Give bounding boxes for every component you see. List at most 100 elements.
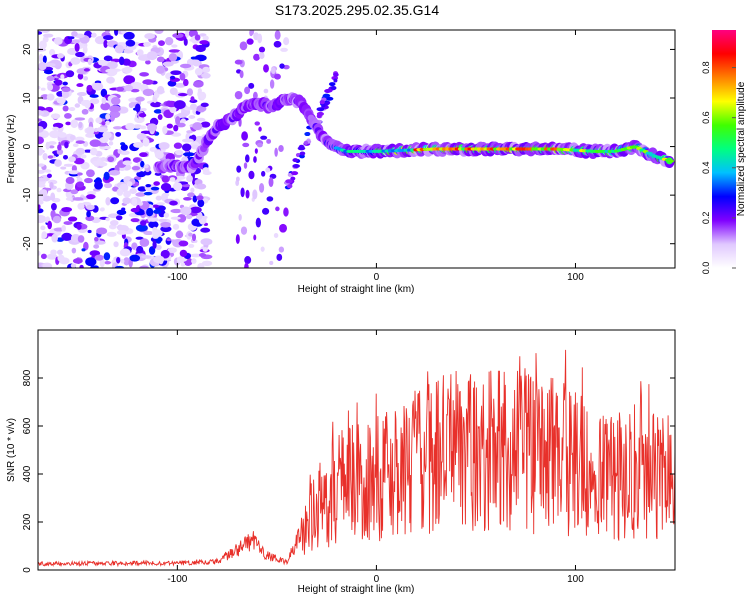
- noise-blob: [276, 253, 283, 261]
- noise-blob: [102, 131, 112, 139]
- noise-blob: [132, 157, 141, 163]
- noise-blob: [86, 169, 95, 178]
- noise-blob: [190, 187, 195, 193]
- noise-blob: [195, 44, 206, 53]
- noise-blob: [134, 103, 141, 113]
- noise-blob: [77, 172, 83, 176]
- noise-blob: [189, 206, 202, 214]
- noise-blob: [54, 79, 63, 86]
- snr-ytick-label: 200: [22, 513, 33, 530]
- noise-blob: [269, 79, 275, 89]
- noise-blob: [139, 72, 150, 77]
- noise-blob: [244, 262, 249, 268]
- colorbar: 0.0 0.2 0.4 0.6 0.8 Normalized spectral ampl…: [701, 30, 747, 274]
- noise-blob: [258, 46, 266, 53]
- noise-blob: [157, 114, 163, 120]
- noise-blob: [89, 139, 101, 147]
- noise-blob: [147, 123, 158, 132]
- spectrogram-xlabel: Height of straight line (km): [298, 284, 415, 295]
- noise-blob: [155, 195, 162, 201]
- colorbar-tick-label: 0.0: [701, 262, 711, 275]
- noise-blob: [191, 258, 197, 265]
- noise-blob: [65, 121, 71, 126]
- noise-blob: [163, 212, 170, 218]
- noise-blob: [322, 93, 331, 98]
- noise-blob: [170, 208, 183, 214]
- noise-blob: [65, 176, 75, 184]
- noise-blob: [71, 31, 78, 37]
- noise-blob: [275, 206, 280, 212]
- spectrogram-ylabel: Frequency (Hz): [6, 115, 17, 184]
- noise-blob: [156, 202, 165, 206]
- noise-blob: [183, 78, 189, 87]
- noise-blob: [143, 41, 151, 47]
- noise-blob: [153, 209, 162, 214]
- noise-blob: [140, 220, 147, 226]
- noise-blob: [68, 107, 76, 112]
- noise-blob: [235, 176, 240, 182]
- track-core: [668, 159, 675, 163]
- noise-blob: [70, 189, 79, 195]
- noise-blob: [280, 47, 288, 52]
- noise-blob: [79, 264, 84, 268]
- noise-blob: [67, 216, 78, 222]
- noise-blob: [177, 112, 188, 118]
- noise-blob: [278, 246, 285, 253]
- noise-blob: [258, 126, 262, 132]
- noise-blob: [190, 253, 202, 258]
- noise-blob: [172, 182, 183, 191]
- noise-blob: [253, 156, 257, 163]
- noise-blob: [72, 197, 84, 201]
- noise-blob: [105, 120, 110, 126]
- noise-blob: [201, 72, 211, 79]
- noise-blob: [153, 109, 163, 114]
- noise-blob: [94, 36, 106, 45]
- noise-blob: [46, 75, 55, 82]
- noise-blob: [64, 113, 72, 119]
- noise-blob: [127, 181, 133, 187]
- noise-blob: [303, 140, 309, 145]
- colorbar-label: Normalized spectral amplitude: [736, 81, 747, 216]
- noise-blob: [61, 225, 66, 232]
- noise-blob: [241, 131, 248, 141]
- noise-blob: [75, 51, 85, 58]
- noise-blob: [76, 83, 84, 88]
- noise-blob: [242, 142, 250, 148]
- noise-blob: [156, 86, 165, 95]
- noise-blob: [257, 33, 263, 44]
- noise-blob: [186, 174, 193, 182]
- noise-blob: [82, 45, 88, 54]
- noise-blob: [156, 56, 165, 63]
- noise-blob: [112, 186, 119, 192]
- noise-blob: [200, 121, 211, 128]
- noise-blob: [145, 60, 151, 65]
- spectrogram-xtick-label: 0: [374, 272, 380, 283]
- noise-blob: [48, 145, 55, 149]
- noise-blob: [166, 238, 172, 242]
- noise-blob: [130, 88, 140, 93]
- noise-blob: [78, 121, 83, 129]
- spectrogram-ytick-label: 20: [22, 43, 33, 55]
- noise-blob: [77, 202, 85, 210]
- noise-blob: [283, 37, 290, 46]
- noise-blob: [188, 243, 195, 248]
- noise-blob: [128, 102, 134, 109]
- noise-blob: [116, 209, 127, 216]
- noise-blob: [173, 124, 179, 132]
- noise-blob: [68, 156, 76, 163]
- noise-blob: [199, 91, 207, 100]
- noise-blob: [120, 144, 128, 151]
- noise-blob: [263, 88, 269, 94]
- noise-blob: [61, 91, 70, 99]
- noise-blob: [40, 30, 50, 34]
- snr-ytick-label: 800: [22, 369, 33, 386]
- noise-blob: [52, 126, 60, 131]
- noise-blob: [51, 130, 59, 136]
- noise-blob: [103, 171, 110, 181]
- noise-blob: [93, 244, 100, 249]
- noise-blob: [142, 88, 155, 97]
- noise-blob: [174, 83, 186, 88]
- noise-blob: [73, 158, 85, 165]
- noise-blob: [50, 249, 57, 256]
- noise-blob: [56, 249, 63, 255]
